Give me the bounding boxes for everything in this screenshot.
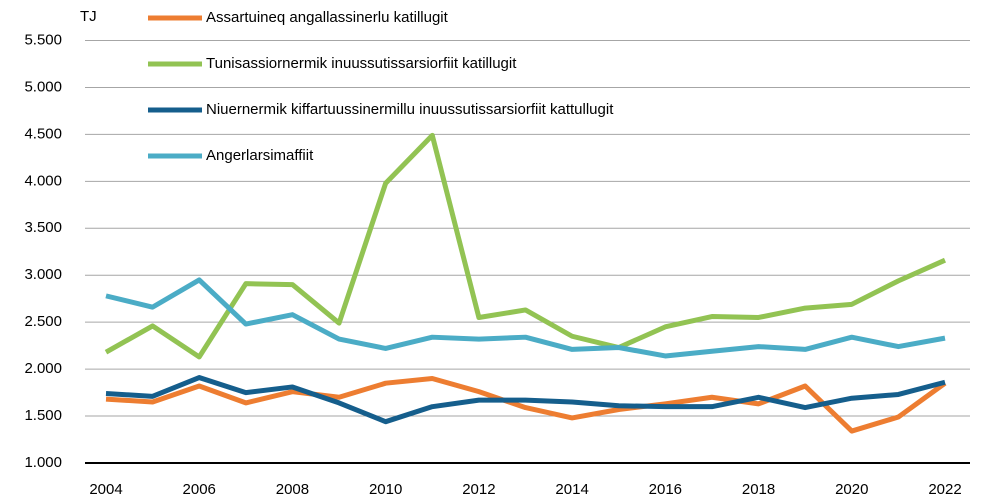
legend-label: Angerlarsimaffiit: [206, 147, 314, 164]
y-tick-label: 1.000: [24, 454, 62, 471]
y-tick-label: 3.000: [24, 266, 62, 283]
x-tick-label: 2006: [183, 481, 216, 498]
series-line: [105, 376, 947, 434]
legend-label: Niuernermik kiffartuussinermillu inuussu…: [206, 101, 614, 118]
x-tick-label: 2012: [462, 481, 495, 498]
legend-label: Tunisassiornermik inuussutissarsiorfiit …: [206, 55, 517, 72]
y-tick-label: 2.000: [24, 360, 62, 377]
y-tick-label: 5.500: [24, 31, 62, 48]
y-tick-label: 4.000: [24, 172, 62, 189]
series-line: [105, 277, 946, 359]
series-line: [104, 132, 947, 360]
x-tick-label: 2008: [276, 481, 309, 498]
y-tick-label: 4.500: [24, 125, 62, 142]
x-tick-label: 2020: [835, 481, 868, 498]
x-tick-label: 2014: [555, 481, 588, 498]
y-tick-label: 2.500: [24, 313, 62, 330]
x-tick-label: 2022: [928, 481, 961, 498]
x-tick-label: 2016: [649, 481, 682, 498]
x-tick-label: 2018: [742, 481, 775, 498]
y-tick-label: 5.000: [24, 78, 62, 95]
x-tick-label: 2004: [89, 481, 122, 498]
legend-label: Assartuineq angallassinerlu katillugit: [206, 9, 449, 26]
series-line: [105, 375, 946, 425]
y-tick-label: 3.500: [24, 219, 62, 236]
unit-label: TJ: [80, 8, 97, 25]
x-tick-label: 2010: [369, 481, 402, 498]
y-tick-label: 1.500: [24, 407, 62, 424]
